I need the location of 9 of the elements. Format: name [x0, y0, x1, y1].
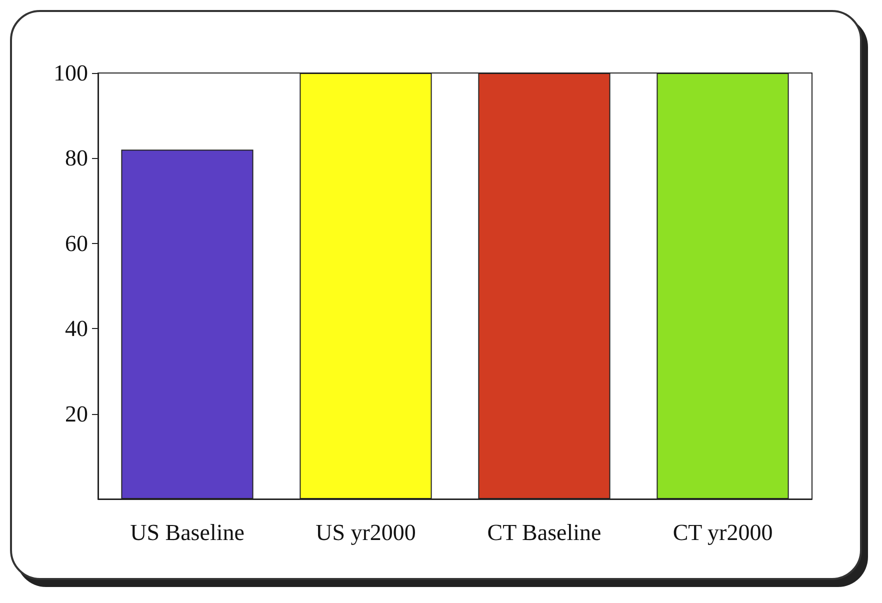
- y-tick-label: 20: [65, 401, 88, 426]
- x-tick-label: US Baseline: [130, 520, 244, 545]
- y-tick-label: 60: [65, 230, 88, 256]
- y-tick-label: 80: [65, 146, 88, 171]
- x-tick-label: CT yr2000: [672, 520, 773, 545]
- y-tick-label: 100: [54, 60, 88, 86]
- x-tick-label: US yr2000: [316, 520, 416, 545]
- y-tick-label: 40: [65, 316, 88, 342]
- x-tick-label: CT Baseline: [487, 520, 602, 545]
